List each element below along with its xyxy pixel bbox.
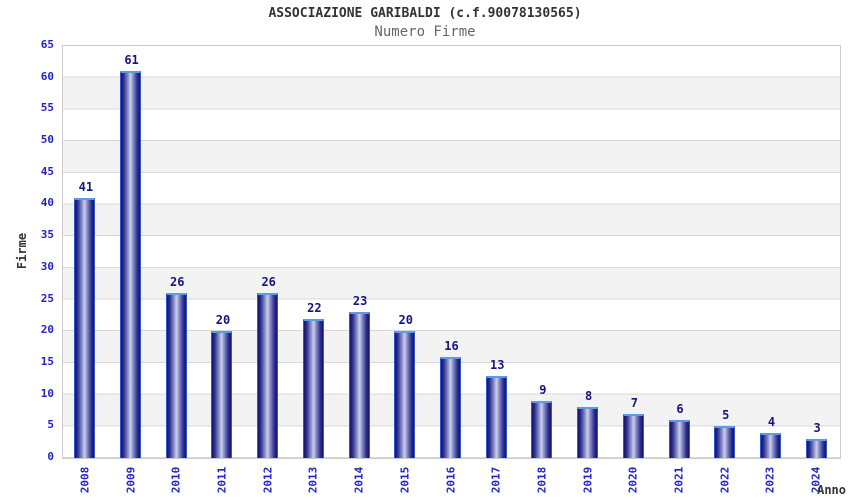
bar-2014 <box>348 312 370 458</box>
bar-value-label: 41 <box>78 180 94 195</box>
plot-area: 41 61 26 20 26 22 23 20 16 13 9 8 7 6 5 4 3 <box>62 45 841 459</box>
x-tick-label: 2009 <box>124 466 138 494</box>
y-tick-label: 5 <box>47 418 54 432</box>
y-tick-label: 50 <box>40 133 54 147</box>
bar-value-label: 61 <box>124 53 139 68</box>
x-tick-label: 2010 <box>169 466 183 494</box>
x-axis-title: Anno <box>817 483 846 497</box>
bar-2019 <box>577 407 599 458</box>
bar-2013 <box>302 318 324 458</box>
bar-value-label: 22 <box>307 300 322 315</box>
x-tick-label: 2014 <box>352 466 366 494</box>
y-axis-title: Firme <box>15 232 29 270</box>
y-tick-label: 30 <box>40 259 54 273</box>
bar-2011 <box>211 331 233 458</box>
bar-value-label: 16 <box>444 338 459 353</box>
chart-subtitle: Numero Firme <box>374 24 476 40</box>
bar-value-label: 20 <box>398 313 414 328</box>
bar-2023 <box>759 432 781 458</box>
x-tick-label: 2016 <box>444 466 457 494</box>
bar-value-label: 7 <box>630 395 638 410</box>
bar-2016 <box>440 356 461 458</box>
bar-2009 <box>120 71 142 458</box>
bar-value-label: 26 <box>261 275 276 290</box>
x-tick-label: 2020 <box>626 466 640 494</box>
bar-value-label: 5 <box>722 408 730 423</box>
bar-value-label: 9 <box>539 382 547 397</box>
y-tick-label: 65 <box>40 38 54 51</box>
y-tick-label: 55 <box>40 101 54 115</box>
y-tick-label: 10 <box>40 386 54 400</box>
y-tick-label: 25 <box>40 291 54 305</box>
y-tick-label: 40 <box>40 196 54 210</box>
bar-2012 <box>257 293 279 458</box>
x-tick-label: 2012 <box>261 466 275 494</box>
bar-value-label: 4 <box>767 414 776 429</box>
x-tick-label: 2023 <box>763 466 777 494</box>
x-tick-label: 2011 <box>215 466 229 494</box>
bar-2015 <box>394 331 416 458</box>
bar-2022 <box>714 426 736 458</box>
bar-value-label: 13 <box>489 357 505 372</box>
bar-2024 <box>805 439 827 458</box>
x-tick-label: 2015 <box>398 466 412 494</box>
y-tick-label: 15 <box>40 354 54 368</box>
bar-value-label: 3 <box>813 421 821 435</box>
y-tick-label: 35 <box>40 228 54 242</box>
bar-2020 <box>622 413 644 458</box>
x-tick-label: 2022 <box>718 466 732 494</box>
chart-title: ASSOCIAZIONE GARIBALDI (c.f.90078130565) <box>268 6 582 21</box>
x-tick-label: 2017 <box>489 466 503 494</box>
y-tick-label: 20 <box>40 323 54 337</box>
bar-value-label: 8 <box>584 389 593 404</box>
bar-2017 <box>485 375 507 458</box>
bar-value-label: 26 <box>170 275 185 290</box>
bar-2008 <box>74 198 96 458</box>
x-tick-label: 2019 <box>581 466 595 494</box>
x-tick-label: 2021 <box>672 466 686 494</box>
bar-value-label: 20 <box>215 313 231 328</box>
x-tick-label: 2013 <box>306 466 320 494</box>
y-tick-label: 45 <box>40 164 54 178</box>
y-tick-label: 0 <box>47 450 54 463</box>
y-tick-label: 60 <box>40 69 54 83</box>
bar-value-label: 6 <box>676 401 684 416</box>
bar-value-label: 23 <box>352 294 368 309</box>
bar-2010 <box>165 293 187 458</box>
bar-2021 <box>668 419 690 458</box>
bar-2018 <box>531 400 553 458</box>
x-tick-label: 2018 <box>535 466 549 494</box>
x-tick-label: 2008 <box>78 466 92 494</box>
